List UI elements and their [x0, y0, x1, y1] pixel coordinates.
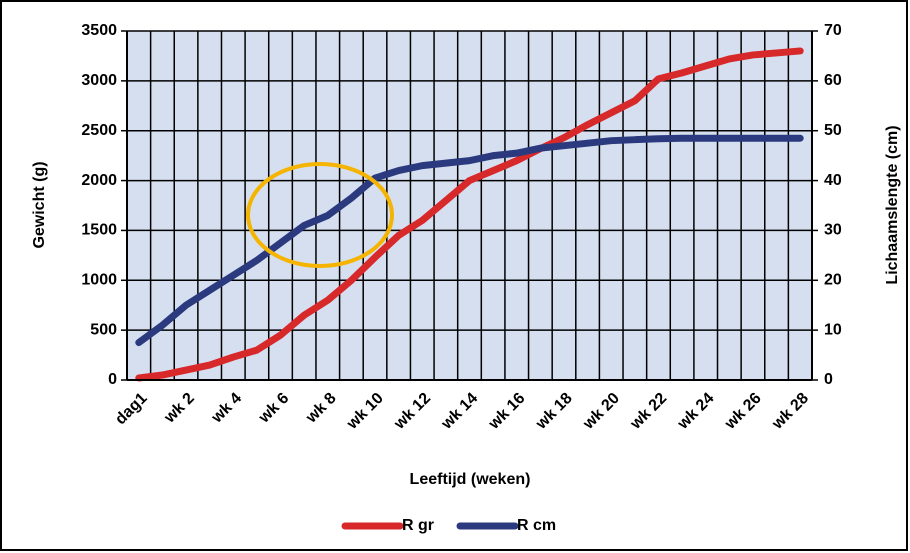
y2-tick-label: 0: [824, 371, 833, 388]
highlight-ellipse: [246, 162, 394, 268]
y2-tick-label: 10: [824, 321, 842, 338]
x-axis-title: Leeftijd (weken): [410, 471, 531, 488]
series-line: [135, 134, 804, 347]
y-tick-label: 2500: [81, 122, 117, 139]
y-tick-label: 2000: [81, 172, 117, 189]
y-axis-title: Gewicht (g): [31, 161, 48, 248]
y-tick-label: 1000: [81, 272, 117, 289]
y2-tick-label: 50: [824, 122, 842, 139]
y2-tick-label: 60: [824, 72, 842, 89]
plot-area: [127, 31, 812, 380]
legend-label: R gr: [402, 517, 434, 534]
y2-axis-title: Lichaamslengte (cm): [884, 125, 901, 284]
y-tick-label: 0: [108, 371, 117, 388]
y-tick-label: 3500: [81, 22, 117, 39]
y-tick-label: 500: [90, 321, 117, 338]
legend-label: R cm: [517, 517, 556, 534]
y2-tick-label: 40: [824, 172, 842, 189]
y2-tick-label: 30: [824, 222, 842, 239]
y2-tick-label: 70: [824, 22, 842, 39]
y-tick-label: 1500: [81, 222, 117, 239]
y2-tick-label: 20: [824, 272, 842, 289]
y-tick-label: 3000: [81, 72, 117, 89]
series-line: [135, 47, 804, 382]
